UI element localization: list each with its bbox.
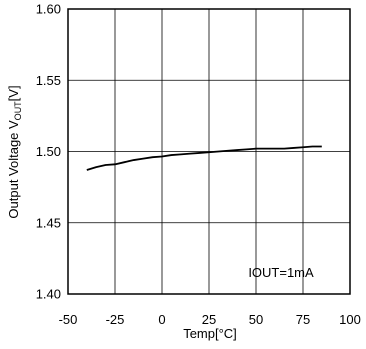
plot-frame: [67, 8, 351, 295]
y-tick-label: 1.45: [36, 215, 61, 230]
y-axis-label-prefix: Output Voltage V: [6, 120, 21, 219]
y-axis-label: Output Voltage VOUT[V]: [6, 85, 23, 218]
x-tick-label: 25: [202, 312, 216, 327]
y-tick-labels: 1.40 1.45 1.50 1.55 1.60: [36, 2, 61, 302]
y-axis-label-subscript: OUT: [13, 101, 23, 121]
y-axis-label-suffix: [V]: [6, 85, 21, 101]
x-axis-label: Temp[°C]: [183, 326, 237, 341]
x-tick-label: -25: [106, 312, 125, 327]
series-group: [86, 145, 322, 171]
x-tick-label: 75: [296, 312, 310, 327]
y-tick-label: 1.50: [36, 144, 61, 159]
x-tick-label: 50: [249, 312, 263, 327]
x-tick-label: -50: [59, 312, 78, 327]
series-line-0: [86, 145, 322, 171]
x-tick-labels: -50 -25 0 25 50 75 100: [59, 312, 361, 327]
condition-annotation: IOUT=1mA: [248, 265, 314, 280]
x-tick-label: 100: [339, 312, 361, 327]
x-tick-label: 0: [158, 312, 165, 327]
y-tick-label: 1.60: [36, 2, 61, 17]
y-tick-label: 1.40: [36, 287, 61, 302]
y-tick-label: 1.55: [36, 73, 61, 88]
